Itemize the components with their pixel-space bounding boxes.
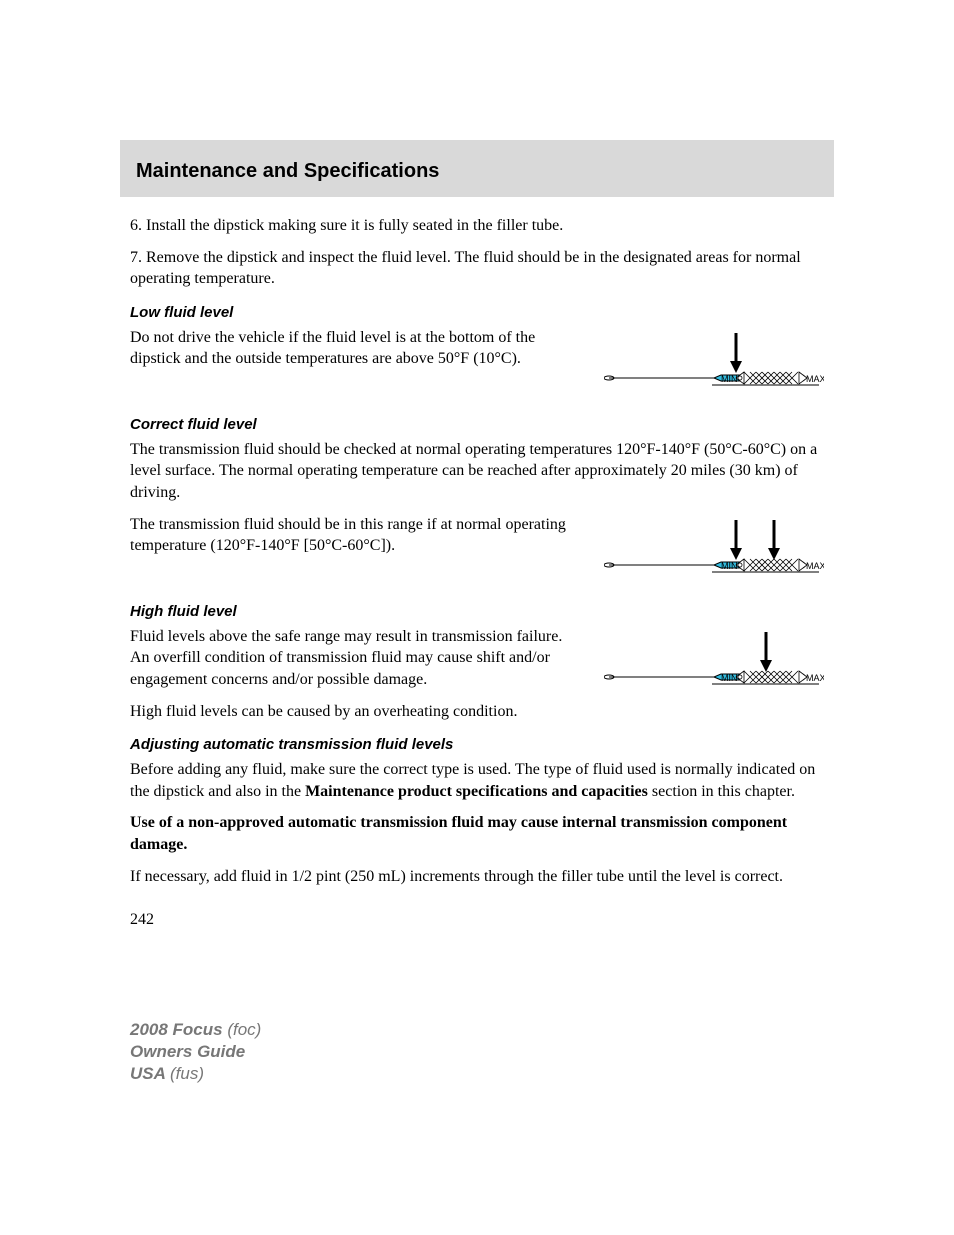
page-number: 242 <box>130 911 824 929</box>
high-figure <box>604 626 824 701</box>
high-text1: Fluid levels above the safe range may re… <box>130 626 584 691</box>
adjust-heading: Adjusting automatic transmission fluid l… <box>130 736 824 753</box>
low-figure <box>604 327 824 402</box>
section-header: Maintenance and Specifications <box>120 140 834 197</box>
low-row: Do not drive the vehicle if the fluid le… <box>130 327 824 402</box>
correct-row: The transmission fluid should be in this… <box>130 514 824 589</box>
page: Maintenance and Specifications 6. Instal… <box>0 0 954 1145</box>
high-text2: High fluid levels can be caused by an ov… <box>130 701 824 723</box>
correct-figure <box>604 514 824 589</box>
correct-heading: Correct fluid level <box>130 416 824 433</box>
step-6: 6. Install the dipstick making sure it i… <box>130 215 824 237</box>
dipstick-low-icon <box>604 327 824 397</box>
correct-text1: The transmission fluid should be checked… <box>130 439 824 504</box>
footer: 2008 Focus (foc) Owners Guide USA (fus) <box>130 1019 824 1085</box>
step-7: 7. Remove the dipstick and inspect the f… <box>130 247 824 290</box>
high-heading: High fluid level <box>130 603 824 620</box>
dipstick-correct-icon <box>604 514 824 584</box>
low-text: Do not drive the vehicle if the fluid le… <box>130 327 584 370</box>
adjust-text1: Before adding any fluid, make sure the c… <box>130 759 824 802</box>
correct-text2: The transmission fluid should be in this… <box>130 514 584 557</box>
adjust-text2: If necessary, add fluid in 1/2 pint (250… <box>130 866 824 888</box>
section-title: Maintenance and Specifications <box>136 160 439 182</box>
low-heading: Low fluid level <box>130 304 824 321</box>
dipstick-high-icon <box>604 626 824 696</box>
high-row: Fluid levels above the safe range may re… <box>130 626 824 701</box>
adjust-warning: Use of a non-approved automatic transmis… <box>130 812 824 855</box>
